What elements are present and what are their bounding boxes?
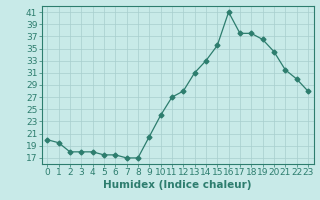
X-axis label: Humidex (Indice chaleur): Humidex (Indice chaleur) (103, 180, 252, 190)
